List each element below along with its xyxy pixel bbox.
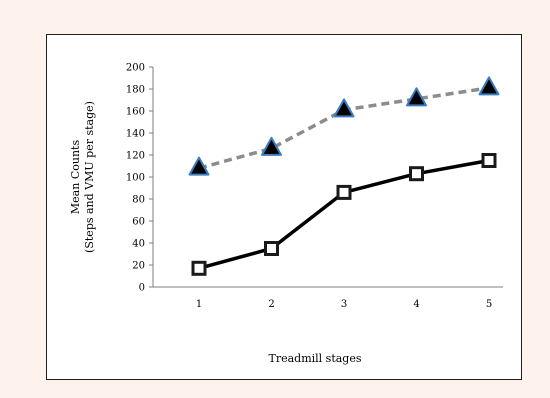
x-tick-label: 3	[341, 299, 347, 310]
y-tick-label: 100	[126, 173, 145, 184]
y-axis-ticks: 0 20 40 60 80 100 120 140 160 180 200	[126, 63, 153, 294]
data-point-marker	[191, 260, 207, 276]
y-tick-label: 180	[126, 85, 145, 96]
x-tick-label: 4	[413, 299, 419, 310]
data-point-marker	[406, 87, 427, 107]
y-tick-label: 60	[132, 217, 145, 228]
series-2-line	[198, 158, 490, 270]
data-point-marker	[481, 153, 497, 168]
x-tick-label: 1	[196, 299, 202, 310]
y-tick-label: 0	[139, 283, 145, 294]
data-point-marker	[188, 156, 210, 176]
line-chart: 0 20 40 60 80 100 120 140 160 180 200 1 2 3 4 5 Treadm…	[69, 63, 503, 365]
y-tick-label: 40	[132, 239, 145, 250]
data-point-marker	[333, 98, 355, 118]
y-tick-label: 20	[132, 261, 145, 272]
y-tick-label: 120	[126, 151, 145, 162]
y-tick-label: 140	[126, 129, 145, 140]
data-point-marker	[336, 184, 352, 200]
x-axis-title: Treadmill stages	[268, 352, 361, 365]
x-axis-ticks: 1 2 3 4 5	[196, 299, 492, 310]
y-tick-label: 200	[126, 63, 145, 74]
x-tick-label: 2	[268, 299, 274, 310]
series-2	[191, 153, 497, 276]
data-point-marker	[478, 76, 500, 96]
series-group	[188, 76, 500, 276]
series-1	[188, 76, 500, 176]
data-point-marker	[261, 136, 282, 156]
data-point-marker	[264, 241, 279, 256]
chart-panel: 0 20 40 60 80 100 120 140 160 180 200 1 2 3 4 5 Treadm…	[46, 34, 522, 380]
data-point-marker	[409, 166, 424, 182]
x-tick-label: 5	[486, 299, 492, 310]
y-axis-title-line-2: (Steps and VMU per stage)	[83, 101, 96, 253]
y-axis-title-line-1: Mean Counts	[69, 140, 82, 215]
y-tick-label: 80	[132, 195, 145, 206]
y-tick-label: 160	[126, 107, 145, 118]
